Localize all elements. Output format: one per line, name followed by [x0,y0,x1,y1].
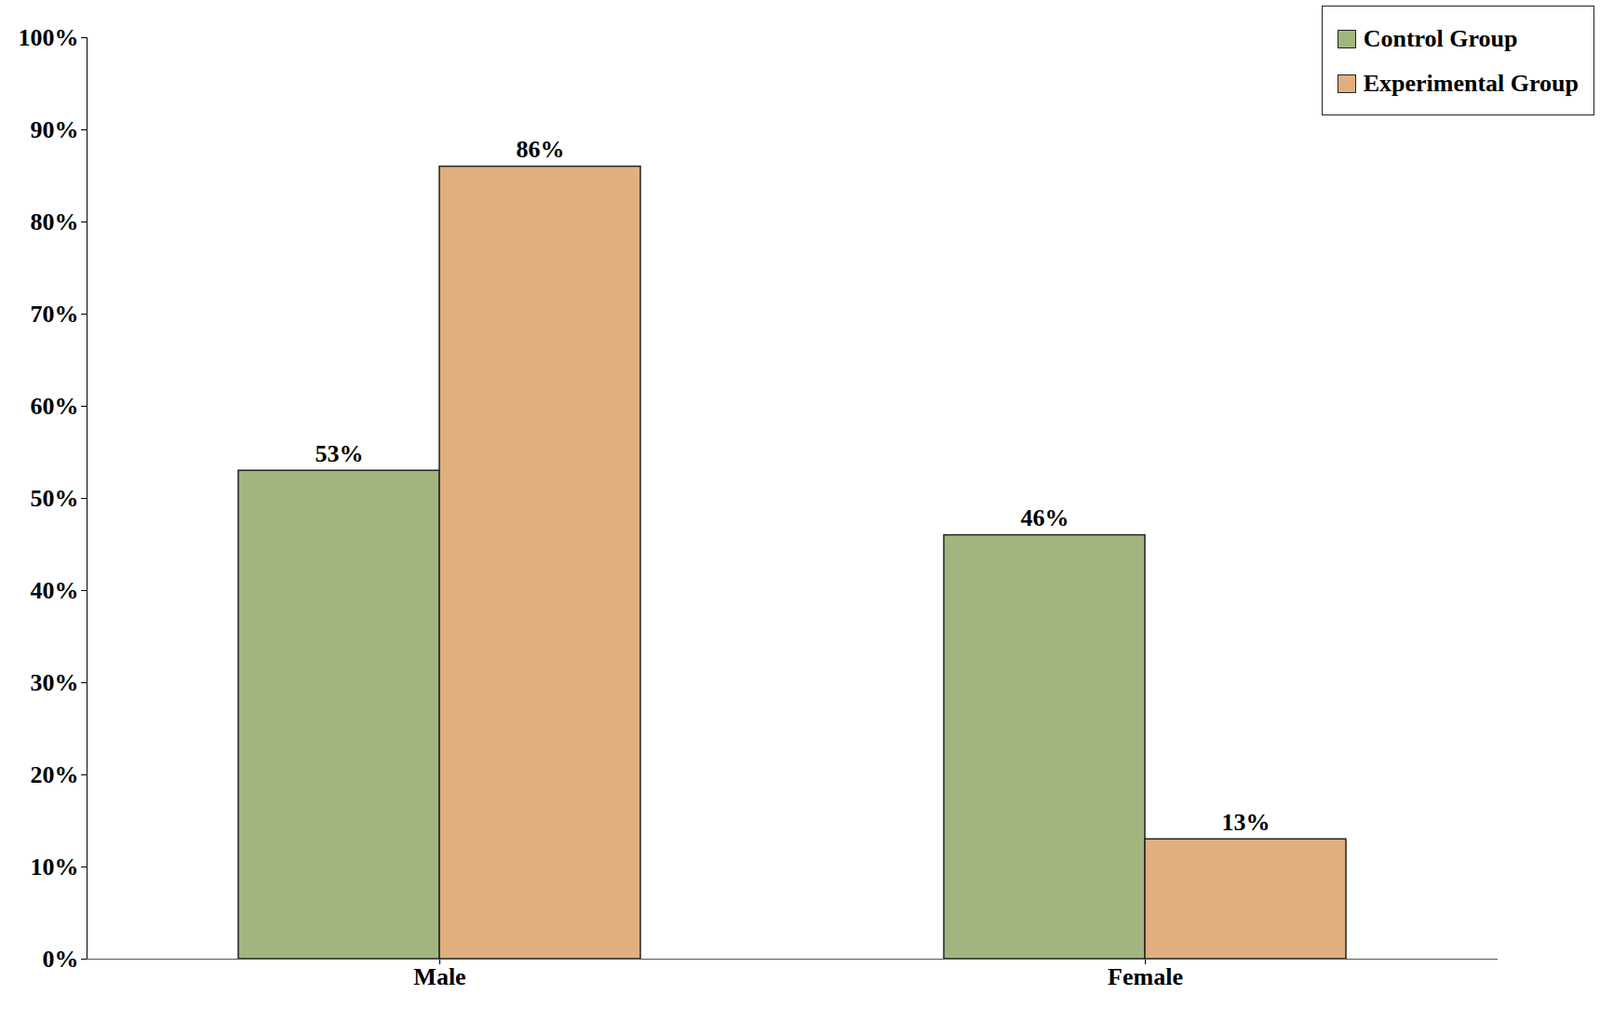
svg-text:80%: 80% [30,208,80,236]
svg-text:0%: 0% [42,945,80,973]
svg-text:Male: Male [413,963,466,991]
svg-text:Female: Female [1107,963,1184,991]
svg-text:90%: 90% [30,116,80,144]
svg-text:40%: 40% [30,577,80,605]
svg-text:70%: 70% [30,300,80,328]
html-text:Control Group: Control Group [1363,25,1518,53]
svg-text:53%: 53% [315,440,364,468]
svg-text:100%: 100% [18,24,80,52]
html-text:Experimental Group: Experimental Group [1363,69,1579,97]
svg-text:20%: 20% [30,761,80,789]
svg-text:30%: 30% [30,669,80,697]
svg-text:13%: 13% [1222,808,1271,836]
svg-text:10%: 10% [30,853,80,881]
svg-text:46%: 46% [1021,504,1070,532]
svg-text:50%: 50% [30,484,80,512]
svg-text:86%: 86% [516,135,565,163]
svg-text:60%: 60% [30,392,80,420]
